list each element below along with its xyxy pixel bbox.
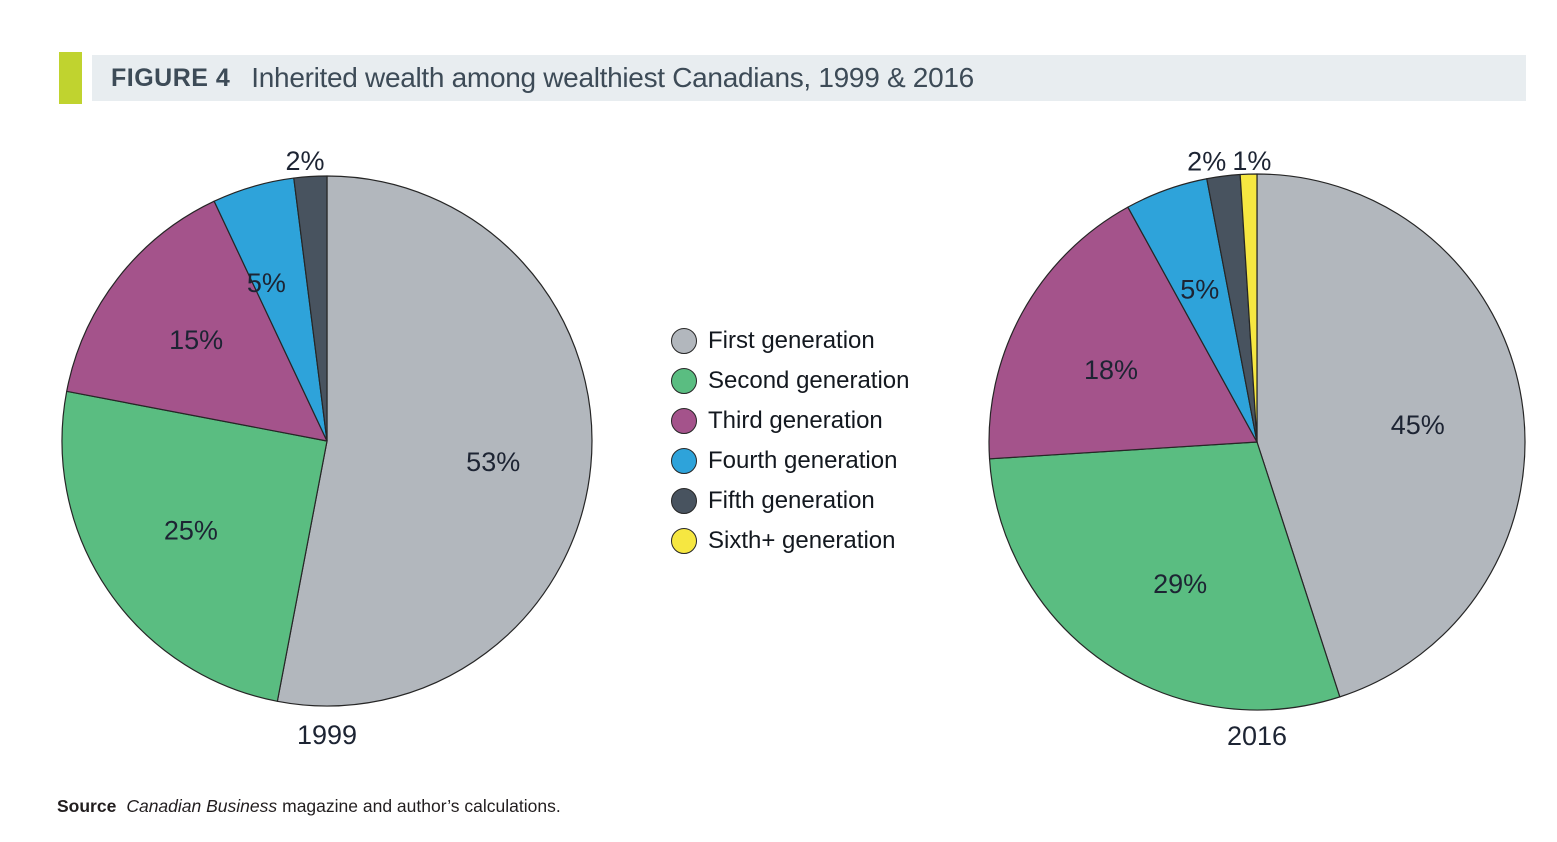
slice-value-label-first-generation: 53% bbox=[466, 447, 520, 477]
legend-item-third-generation: Third generation bbox=[671, 401, 910, 441]
legend-swatch-first-generation bbox=[671, 328, 697, 354]
pie-slice-first-generation bbox=[276, 175, 593, 707]
pie-slice-fifth-generation bbox=[293, 175, 328, 442]
pie-svg-2016: 45% 29% 18% 5% 2% 1% bbox=[988, 146, 1526, 711]
legend-item-first-generation: First generation bbox=[671, 321, 910, 361]
pie-slice-third-generation bbox=[66, 200, 328, 442]
legend-swatch-fifth-generation bbox=[671, 488, 697, 514]
legend-swatch-sixth-generation bbox=[671, 528, 697, 554]
pie-slice-first-generation bbox=[1256, 173, 1526, 698]
pie-chart-2016: 45% 29% 18% 5% 2% 1% 2016 bbox=[987, 146, 1527, 751]
legend-label: Sixth+ generation bbox=[708, 527, 896, 554]
slice-value-label-fourth-generation: 5% bbox=[247, 268, 286, 298]
slice-value-label-second-generation: 25% bbox=[164, 515, 218, 545]
pie-slice-third-generation bbox=[988, 206, 1258, 460]
legend-item-fourth-generation: Fourth generation bbox=[671, 441, 910, 481]
pie-year-label-1999: 1999 bbox=[296, 720, 358, 750]
page-title: Inherited wealth among wealthiest Canadi… bbox=[251, 62, 974, 93]
slice-value-label-fifth-generation: 2% bbox=[1187, 146, 1226, 176]
source-publication: Canadian Business bbox=[126, 796, 278, 816]
source-label: Source bbox=[57, 796, 117, 816]
slice-value-label-third-generation: 15% bbox=[169, 325, 223, 355]
slice-value-label-second-generation: 29% bbox=[1153, 569, 1207, 599]
slice-value-label-first-generation: 45% bbox=[1391, 410, 1445, 440]
slice-value-label-fifth-generation: 2% bbox=[285, 146, 324, 176]
legend-item-sixth-generation: Sixth+ generation bbox=[671, 521, 910, 561]
legend-swatch-third-generation bbox=[671, 408, 697, 434]
pie-slice-second-generation bbox=[988, 441, 1341, 711]
figure-header: FIGURE 4 Inherited wealth among wealthie… bbox=[92, 55, 1526, 101]
legend-swatch-second-generation bbox=[671, 368, 697, 394]
source-note: Source Canadian Business magazine and auth… bbox=[57, 796, 561, 817]
slice-value-label-fourth-generation: 5% bbox=[1180, 275, 1219, 305]
legend-label: Fifth generation bbox=[708, 487, 875, 514]
pie-year-label-2016: 2016 bbox=[1226, 721, 1288, 751]
legend-item-second-generation: Second generation bbox=[671, 361, 910, 401]
legend-label: Third generation bbox=[708, 407, 883, 434]
figure-label: FIGURE 4 bbox=[111, 63, 231, 92]
legend-label: First generation bbox=[708, 327, 875, 354]
legend-label: Second generation bbox=[708, 367, 910, 394]
source-text: magazine and author’s calculations. bbox=[282, 796, 561, 816]
slice-value-label-third-generation: 18% bbox=[1084, 355, 1138, 385]
slice-value-label-sixth-generation: 1% bbox=[1232, 146, 1271, 176]
legend-swatch-fourth-generation bbox=[671, 448, 697, 474]
pie-chart-1999: 53% 25% 15% 5% 2% 1999 bbox=[57, 146, 597, 750]
pie-svg-1999: 53% 25% 15% 5% 2% bbox=[61, 146, 593, 707]
legend-item-fifth-generation: Fifth generation bbox=[671, 481, 910, 521]
legend: First generation Second generation Third… bbox=[671, 321, 910, 561]
legend-label: Fourth generation bbox=[708, 447, 898, 474]
pie-slice-second-generation bbox=[61, 390, 328, 702]
accent-bar bbox=[59, 52, 82, 104]
pie-slice-sixth-generation bbox=[1239, 173, 1258, 443]
